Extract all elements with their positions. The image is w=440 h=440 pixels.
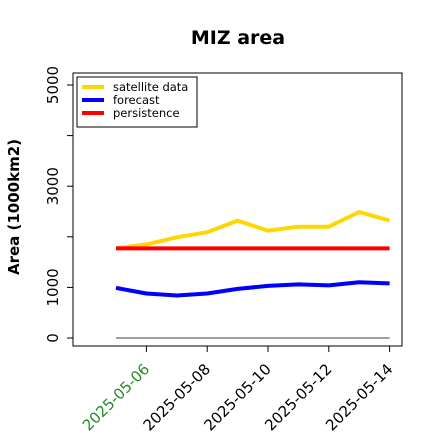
legend-label: persistence bbox=[113, 106, 180, 120]
series-line-satellite-data bbox=[115, 210, 391, 251]
plot-frame bbox=[72, 72, 403, 347]
y-tick-label: 5000 bbox=[44, 66, 62, 104]
legend-label: satellite data bbox=[113, 80, 188, 94]
series-line-forecast bbox=[115, 280, 390, 298]
x-axis: 2025-05-062025-05-082025-05-102025-05-12… bbox=[79, 346, 396, 434]
y-tick-label: 0 bbox=[44, 333, 62, 343]
y-tick-label: 1000 bbox=[44, 268, 62, 306]
y-axis: 0 1000 3000 5000 bbox=[44, 66, 73, 343]
y-tick-label: 3000 bbox=[44, 167, 62, 205]
y-axis-label: Area (1000km2) bbox=[5, 139, 23, 275]
legend-label: forecast bbox=[113, 93, 160, 107]
chart-title: MIZ area bbox=[191, 27, 285, 49]
plot-area bbox=[115, 210, 391, 339]
